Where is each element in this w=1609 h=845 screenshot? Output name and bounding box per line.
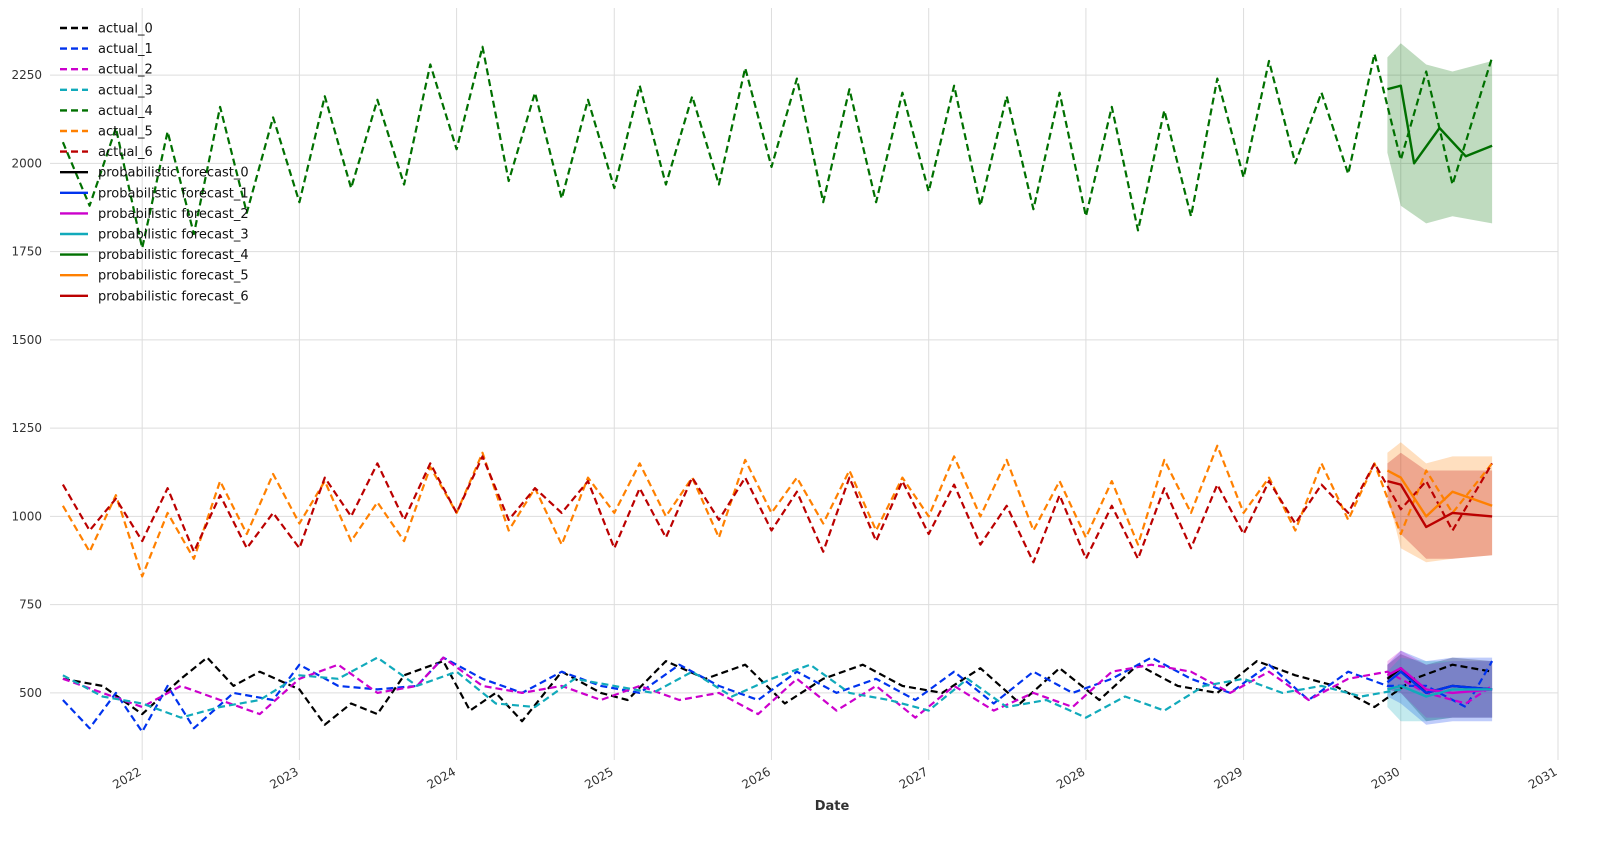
- y-tick-label: 1500: [11, 333, 42, 347]
- forecast-line-probabilistic-forecast_4: [1387, 84, 1493, 165]
- x-tick-label: 2026: [740, 764, 773, 791]
- legend-label: actual_3: [98, 83, 153, 98]
- y-tick-label: 1250: [11, 421, 42, 435]
- forecast-bands: [1387, 43, 1493, 725]
- x-tick-label: 2023: [267, 764, 300, 791]
- legend-label: probabilistic forecast_0: [98, 166, 249, 181]
- legend-label: probabilistic forecast_6: [98, 289, 249, 304]
- y-tick-label: 2000: [11, 156, 42, 170]
- y-tick-label: 500: [19, 686, 42, 700]
- legend-label: probabilistic forecast_4: [98, 248, 249, 263]
- legend-label: probabilistic forecast_3: [98, 228, 249, 243]
- legend-label: actual_5: [98, 125, 153, 140]
- x-tick-label: 2030: [1369, 764, 1402, 791]
- legend-label: actual_2: [98, 63, 153, 78]
- forecast-line-probabilistic-forecast_5: [1386, 469, 1493, 518]
- series-line-actual_4: [61, 45, 1494, 250]
- legend-label: actual_6: [98, 145, 153, 160]
- forecast-line-probabilistic-forecast_6: [1387, 479, 1493, 529]
- grid: [50, 8, 1559, 760]
- x-tick-label: 2027: [897, 764, 930, 791]
- series-line-actual_3: [62, 656, 1401, 719]
- y-tick-label: 1750: [11, 245, 42, 259]
- y-tick-label: 1000: [11, 509, 42, 523]
- forecast-line-probabilistic-forecast_3: [1387, 684, 1493, 698]
- legend-label: probabilistic forecast_2: [98, 207, 249, 222]
- legend-label: probabilistic forecast_1: [98, 186, 249, 201]
- forecast-band: [1387, 654, 1493, 722]
- x-tick-label: 2028: [1054, 764, 1087, 791]
- legend-label: actual_4: [98, 104, 153, 119]
- series-line-actual_5: [61, 444, 1493, 578]
- x-tick-label: 2029: [1212, 764, 1245, 791]
- x-tick-label: 2024: [425, 764, 458, 791]
- series-line-actual_1: [62, 656, 1494, 733]
- legend-label: actual_0: [98, 22, 153, 37]
- series-line-actual_2: [62, 656, 1493, 719]
- legend-label: actual_1: [98, 42, 153, 57]
- series-line-actual_6: [61, 455, 1494, 564]
- series-lines: [61, 45, 1494, 733]
- forecast-line-probabilistic-forecast_2: [1386, 667, 1493, 695]
- forecast-line-probabilistic-forecast_1: [1386, 670, 1493, 695]
- x-tick-label: 2031: [1526, 764, 1559, 791]
- legend-label: probabilistic forecast_5: [98, 269, 249, 284]
- x-tick-label: 2022: [110, 764, 143, 791]
- forecast-band: [1387, 43, 1493, 224]
- x-axis-title: Date: [815, 799, 850, 814]
- y-tick-label: 750: [19, 598, 42, 612]
- y-tick-label: 2250: [11, 68, 42, 82]
- legend: actual_0 actual_1 actual_2 actual_3 actual_4…: [60, 22, 249, 304]
- x-tick-label: 2025: [582, 764, 615, 791]
